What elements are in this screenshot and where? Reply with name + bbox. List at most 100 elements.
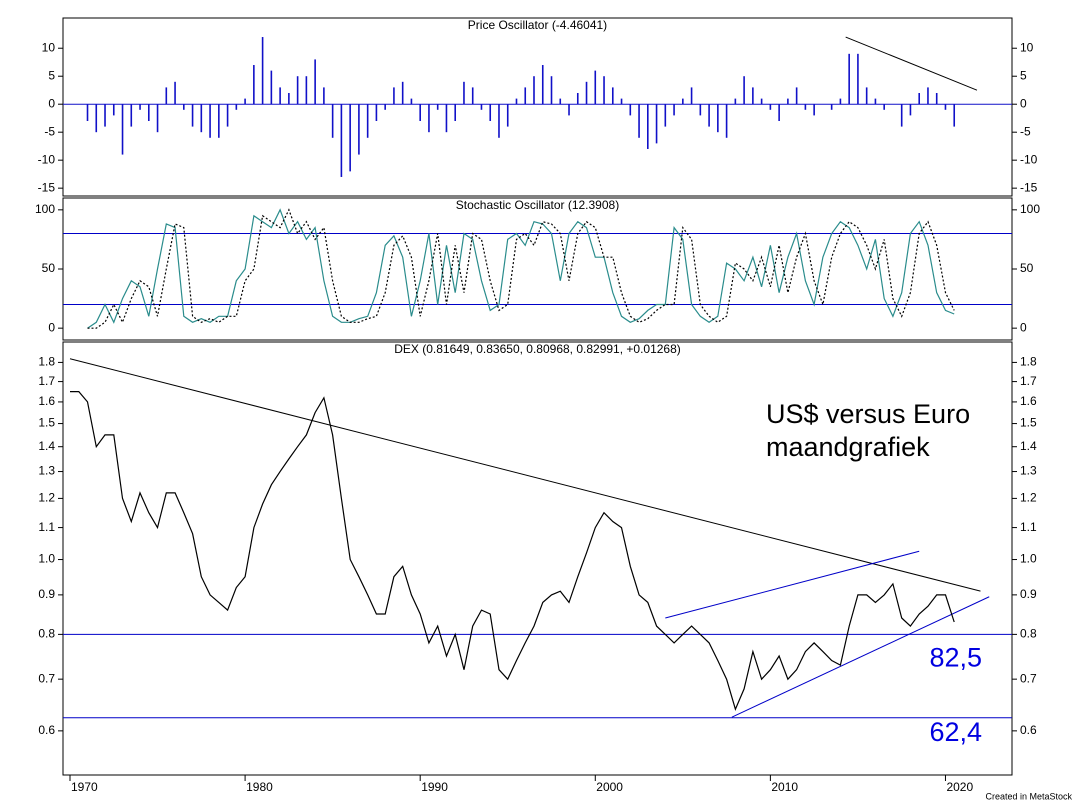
bar [865,87,868,105]
bar [226,104,229,127]
bar [288,93,290,105]
bar [393,87,395,105]
bar [296,76,299,105]
bar [830,104,833,110]
y-tick-label: 1.2 [1020,491,1037,505]
y-tick-label: 5 [1020,68,1027,82]
y-tick-label: 1.8 [1020,355,1037,369]
y-tick-label: 0 [48,320,55,334]
y-tick-label: 0.6 [1020,723,1037,737]
bar [104,104,106,127]
bar [183,104,185,110]
bar [174,81,176,105]
y-tick-label: 0 [1020,96,1027,110]
y-tick-label: 1.6 [38,394,55,408]
bar [699,104,702,116]
bar [804,104,807,110]
bar [900,104,903,127]
bar [244,98,246,105]
y-tick-label: 1.4 [1020,439,1037,453]
bar [156,104,159,133]
bar [445,104,448,133]
bar [848,53,850,105]
series-line [87,208,955,329]
y-tick-label: 0.8 [38,627,55,641]
bar [760,98,763,105]
trendline [845,36,978,91]
bar [358,104,360,155]
y-tick-label: 50 [1020,261,1034,275]
bar [778,104,780,121]
bar [86,104,89,121]
x-tick-label: 2020 [946,780,973,794]
bar [664,104,667,127]
y-tick-label: -15 [38,180,56,194]
y-tick-label: 100 [35,202,55,216]
panel-frame [62,17,1013,197]
bar [655,104,658,144]
bar [436,104,439,110]
bar [725,104,728,138]
bar [261,37,264,105]
y-tick-label: 1.6 [1020,394,1037,408]
bar [480,104,483,110]
bar [471,87,474,105]
bar [708,104,710,127]
bar [366,104,369,138]
bar [857,53,859,105]
bar [743,76,745,105]
level-label: 62,4 [929,717,982,747]
bar [375,104,378,121]
bar [314,59,316,105]
level-label: 82,5 [929,643,982,673]
panel-title: DEX (0.81649, 0.83650, 0.80968, 0.82991,… [394,342,681,356]
bar [673,104,675,116]
y-tick-label: 0 [48,96,55,110]
bar [717,104,719,133]
bar [839,98,842,105]
bar [795,87,798,105]
bar [165,87,168,105]
y-tick-label: 0.8 [1020,627,1037,641]
bar [603,76,605,105]
bar [498,104,500,138]
bar [576,93,579,105]
bar [454,104,457,121]
bar [568,104,570,116]
y-tick-label: -10 [38,152,56,166]
x-tick-label: 2000 [596,780,623,794]
bar [147,104,150,121]
y-tick-label: 1.5 [38,416,55,430]
annotation: maandgrafiek [766,432,930,462]
bar [874,98,877,105]
bar [419,104,421,121]
bar [506,104,509,127]
bar [559,98,562,105]
y-tick-label: 0.9 [38,587,55,601]
bar [331,104,334,138]
y-tick-label: 10 [1020,40,1034,54]
series-line [70,391,955,711]
trendline [665,550,920,619]
y-tick-label: 1.3 [1020,464,1037,478]
bar [235,104,238,110]
bar [489,104,492,121]
y-tick-label: 50 [42,261,56,275]
bar [305,76,308,105]
y-tick-label: 0.9 [1020,587,1037,601]
y-tick-label: -5 [1020,124,1031,138]
bar [927,87,929,105]
bar [112,104,115,116]
y-tick-label: 1.1 [38,520,55,534]
y-tick-label: 1.7 [38,374,55,388]
bar [909,104,912,116]
bar [428,104,430,133]
y-tick-label: 1.0 [1020,552,1037,566]
y-tick-label: 5 [48,68,55,82]
bar [611,87,614,105]
x-tick-label: 2010 [771,780,798,794]
panel-frame [62,341,1013,776]
bar [340,104,343,177]
bar [139,104,141,110]
bar [270,70,273,105]
